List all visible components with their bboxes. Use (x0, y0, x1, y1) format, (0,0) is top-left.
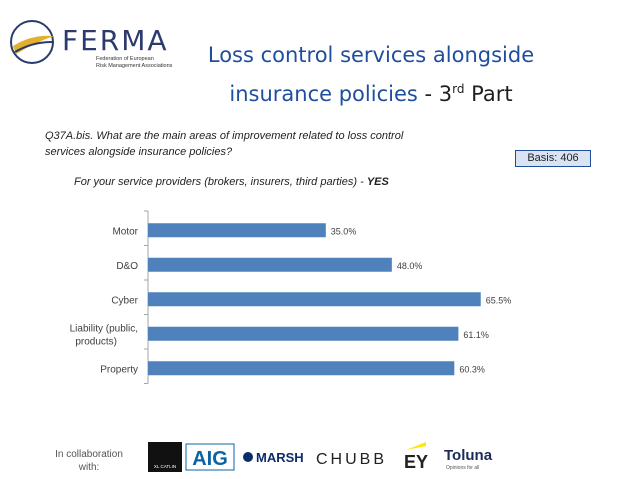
title-part-number: 3 (438, 82, 453, 106)
category-label-2: Cyber (111, 295, 138, 306)
xl-catlin-text: XL CATLIN (154, 464, 176, 469)
value-label-4: 60.3% (459, 364, 485, 374)
aig-text: AIG (192, 448, 228, 470)
value-label-0: 35.0% (331, 226, 357, 236)
aig-logo (185, 443, 235, 471)
category-label-line: products) (75, 336, 117, 347)
category-label-0: Motor (112, 226, 138, 237)
subtitle-prefix: For your service providers (brokers, ins… (74, 176, 367, 188)
category-label-line: Cyber (111, 295, 138, 306)
ey-beam-icon (406, 442, 426, 450)
ferma-logo-word: FERMA (62, 24, 169, 57)
bar-chart: 35.0% Motor 48.0% D&O 65.5% Cyber 61.1% Liabili… (70, 210, 512, 384)
question-line1: Q37A.bis. What are the main areas of imp… (45, 130, 404, 142)
ferma-logo-sub2: Risk Management Associations (96, 63, 173, 69)
collaboration-label: In collaboration with: (52, 448, 126, 474)
bar-3 (148, 326, 459, 341)
page-title: Loss control services alongside insuranc… (176, 38, 566, 111)
value-label-3: 61.1% (463, 330, 489, 340)
collab-line2: with: (78, 462, 100, 473)
category-label-line: Liability (public, (70, 323, 138, 334)
category-label-line: Property (100, 364, 138, 375)
value-label-2: 65.5% (486, 295, 512, 305)
bar-2 (148, 292, 481, 307)
question-line2: services alongside insurance policies? (45, 146, 233, 158)
marsh-text: MARSH (256, 450, 304, 465)
ferma-logo-sub1: Federation of European (96, 56, 154, 62)
sponsor-logos: XL CATLIN AIG MARSH CHUBB EY Toluna Opin… (148, 442, 493, 472)
chart-subtitle: For your service providers (brokers, ins… (74, 176, 389, 188)
category-label-line: Motor (112, 226, 138, 237)
collab-line1: In collaboration (55, 449, 123, 460)
question-text: Q37A.bis. What are the main areas of imp… (45, 128, 425, 160)
title-line1: Loss control services alongside (207, 43, 535, 67)
category-label-3: Liability (public, products) (70, 323, 138, 347)
basis-badge: Basis: 406 (515, 150, 591, 167)
title-line2: insurance policies - 3rd Part (176, 72, 566, 111)
subtitle-emphasis: YES (366, 176, 389, 188)
bar-4 (148, 361, 455, 376)
title-line2-text: insurance policies (229, 82, 418, 106)
category-label-1: D&O (116, 261, 138, 272)
category-label-line: D&O (116, 261, 138, 272)
ey-text: EY (404, 452, 428, 472)
value-label-1: 48.0% (397, 261, 423, 271)
title-part-suffix: rd (452, 82, 465, 96)
ferma-logo: FERMA Federation of European Risk Manage… (10, 20, 173, 69)
bar-0 (148, 223, 326, 238)
ferma-globe-swoosh (13, 35, 54, 54)
marsh-icon (243, 452, 253, 462)
title-separator: - (417, 82, 439, 106)
title-part-word: Part (464, 82, 513, 106)
xl-catlin-logo (148, 442, 182, 472)
toluna-tagline: Opinions for all (446, 465, 479, 471)
category-label-4: Property (100, 364, 138, 375)
bar-1 (148, 257, 392, 272)
chubb-text: CHUBB (316, 451, 387, 468)
toluna-text: Toluna (444, 447, 493, 464)
